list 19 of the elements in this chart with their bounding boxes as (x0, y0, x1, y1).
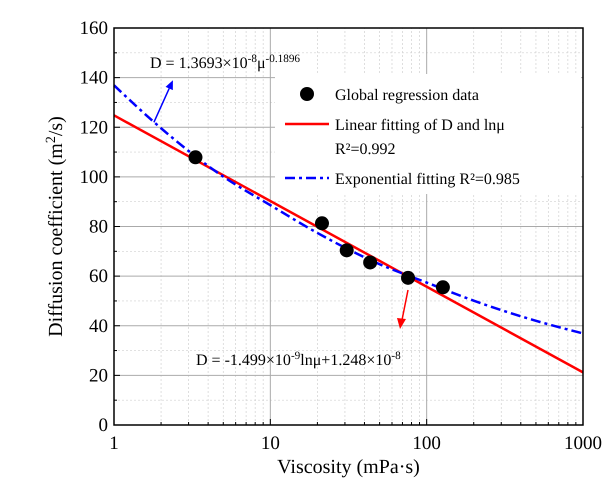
legend-label: Exponential fitting R²=0.985 (335, 171, 520, 188)
x-tick-label: 1000 (564, 433, 602, 454)
y-tick-label: 40 (89, 316, 108, 337)
annotation: D = -1.499×10$^{-9}$lnμ+1.248×10$^{-8}$ (196, 350, 402, 369)
y-tick-label: 80 (89, 216, 108, 238)
x-tick-label: 10 (260, 433, 280, 454)
y-tick-label: 140 (80, 68, 108, 89)
annotation: D = 1.3693×10$^{-8}$μ$^{-0.1896}$ (150, 53, 300, 72)
x-tick-label: 1 (109, 433, 119, 454)
y-tick-label: 100 (80, 166, 108, 188)
x-tick-label: 100 (412, 433, 441, 454)
legend-label: Linear fitting of D and lnμ R²=0.992 (335, 117, 505, 158)
y-tick-label: 0 (98, 415, 108, 436)
y-tick-label: 20 (89, 365, 108, 386)
y-tick-label: 160 (80, 18, 108, 39)
y-tick-label: 120 (80, 117, 108, 138)
x-axis-title: Viscosity (mPa·s) (277, 456, 420, 478)
legend-label: Global regression data (335, 87, 479, 104)
y-tick-label: 60 (89, 266, 108, 288)
